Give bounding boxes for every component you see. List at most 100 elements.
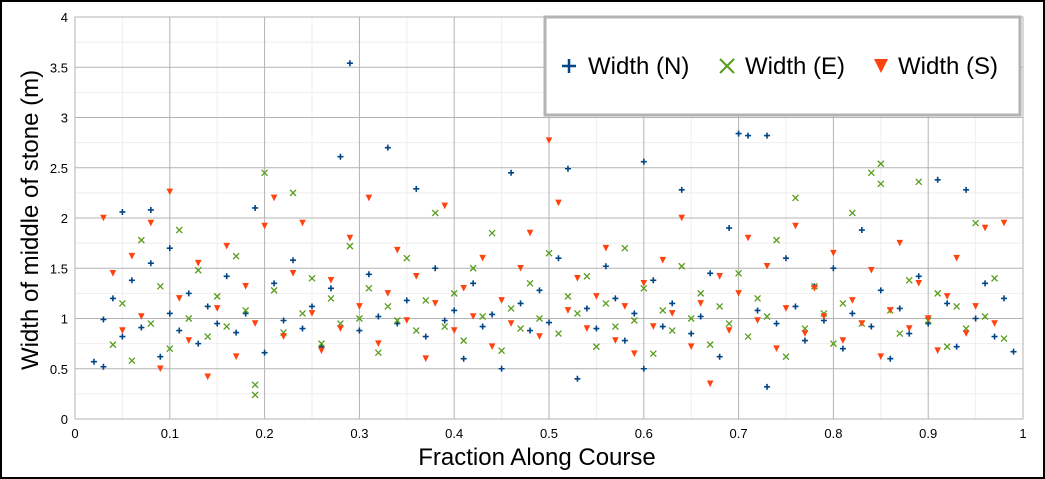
legend-symbol [874, 59, 888, 73]
point-width-s [687, 343, 695, 350]
point-width-s [583, 325, 591, 332]
point-width-s [138, 313, 145, 320]
point-width-n [849, 310, 856, 317]
point-width-e [896, 330, 904, 338]
point-width-e [118, 299, 126, 307]
point-width-n [422, 333, 429, 340]
x-tick-label: 0.3 [350, 426, 368, 441]
point-width-n [441, 317, 448, 324]
legend-symbol [719, 58, 735, 74]
point-width-s [773, 345, 780, 352]
point-width-e [725, 320, 733, 327]
point-width-s [488, 343, 496, 350]
point-width-n [887, 355, 894, 362]
point-width-n [612, 295, 619, 302]
point-width-e [393, 317, 401, 324]
point-width-s [678, 214, 686, 222]
point-width-s [924, 315, 932, 322]
point-width-s [744, 234, 752, 242]
point-width-n [707, 270, 714, 277]
point-width-s [830, 249, 837, 257]
x-tick-label: 0.1 [161, 426, 179, 441]
point-width-n [877, 287, 884, 294]
legend-label-width-e: Width (E) [745, 53, 845, 80]
point-width-e [441, 323, 449, 330]
point-width-e [431, 209, 439, 217]
point-width-e [147, 320, 155, 327]
point-width-n [109, 295, 116, 302]
point-width-n [991, 333, 998, 340]
point-width-s [356, 303, 363, 310]
x-tick-label: 0 [71, 426, 78, 441]
point-width-s [157, 365, 164, 373]
point-width-s [431, 300, 439, 307]
point-width-e [621, 244, 629, 252]
x-tick-label: 0.4 [445, 426, 463, 441]
point-width-n [896, 305, 903, 312]
point-width-s [441, 202, 449, 210]
x-tick-label: 0.9 [919, 426, 937, 441]
point-width-n [176, 327, 183, 334]
point-width-e [251, 391, 259, 399]
point-width-s [905, 325, 913, 332]
point-width-n [214, 320, 221, 327]
point-width-s [412, 272, 420, 280]
point-width-n [242, 310, 249, 317]
point-width-n [564, 165, 571, 172]
point-width-e [450, 289, 458, 297]
point-width-n [166, 245, 173, 252]
x-tick-label: 0.5 [540, 426, 558, 441]
data-points [90, 60, 1017, 399]
point-width-e [706, 341, 714, 349]
point-width-n [697, 313, 704, 320]
point-width-e [649, 350, 657, 358]
point-width-e [848, 209, 856, 217]
point-width-e [384, 302, 392, 310]
point-width-s [337, 325, 344, 332]
x-axis-title: Fraction Along Course [418, 444, 655, 471]
legend-label-width-s: Width (S) [898, 53, 998, 80]
x-tick-label: 0.8 [824, 426, 842, 441]
point-width-n [299, 325, 306, 332]
point-width-n [185, 290, 192, 297]
point-width-s [194, 259, 202, 267]
point-width-n [128, 277, 135, 284]
point-width-n [659, 323, 666, 330]
point-width-s [792, 222, 799, 230]
y-tick-label: 1.5 [50, 261, 68, 276]
point-width-e [668, 327, 676, 335]
point-width-n [119, 208, 126, 215]
point-width-e [792, 194, 799, 202]
point-width-s [394, 246, 401, 254]
point-width-n [944, 300, 951, 307]
point-width-s [659, 256, 667, 264]
point-width-n [688, 330, 695, 337]
point-width-e [754, 294, 762, 302]
point-width-e [460, 337, 468, 345]
point-width-s [223, 242, 230, 250]
point-width-n [792, 303, 799, 310]
point-width-e [469, 264, 477, 272]
point-width-e [555, 330, 562, 338]
point-width-n [858, 227, 865, 234]
point-width-s [270, 194, 278, 202]
point-width-s [820, 313, 828, 320]
point-width-s [280, 333, 287, 340]
point-width-n [783, 255, 789, 262]
point-width-n [432, 265, 439, 272]
point-width-e [403, 254, 411, 262]
point-width-n [669, 300, 676, 307]
point-width-n [460, 355, 467, 362]
point-width-e [592, 343, 600, 351]
point-width-e [299, 310, 306, 317]
point-width-s [327, 277, 335, 284]
point-width-s [716, 272, 723, 280]
point-width-e [773, 236, 780, 244]
point-width-s [602, 244, 610, 252]
point-width-s [991, 320, 998, 327]
point-width-s [886, 307, 894, 314]
point-width-e [943, 343, 951, 351]
point-width-s [612, 337, 619, 344]
point-width-n [621, 337, 628, 344]
point-width-e [536, 315, 543, 322]
